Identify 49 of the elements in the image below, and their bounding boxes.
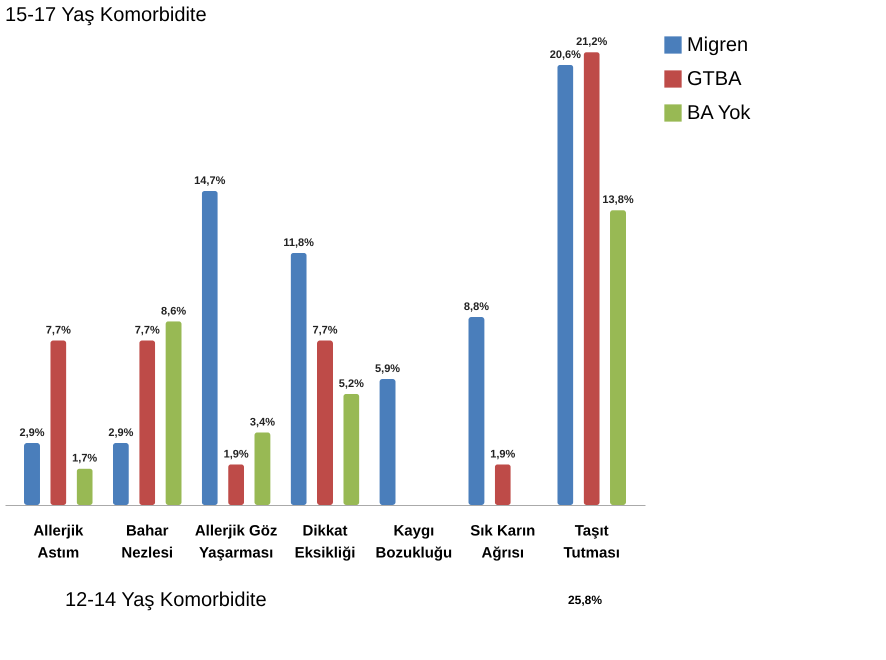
x-tick-label: Bahar Nezlesi: [121, 522, 174, 562]
bar: [290, 252, 307, 505]
data-label: 7,7%: [134, 324, 160, 336]
x-tick-label: Dikkat Eksikliği: [294, 522, 356, 562]
data-label: 2,9%: [108, 427, 134, 440]
x-tick-label: Allerjik Göz Yaşarması: [194, 522, 278, 562]
legend-label: Migren: [687, 34, 748, 56]
data-label: 14,7%: [194, 174, 226, 187]
data-label: 1,7%: [72, 452, 98, 465]
bar: [254, 432, 270, 505]
bar: [494, 464, 511, 505]
data-label: 7,7%: [312, 324, 338, 336]
chart-title: 15-17 Yaş Komorbidite: [5, 4, 207, 26]
bar: [166, 321, 182, 505]
bar: [202, 190, 218, 505]
x-tick-label: Taşıt Tutması: [563, 522, 620, 562]
x-tick-label: Allerjik Astım: [33, 522, 84, 562]
legend-label: BA Yok: [687, 102, 752, 124]
data-label: 1,9%: [224, 448, 249, 460]
data-label: 5,9%: [375, 362, 400, 375]
text: 12-14 Yaş Komorbidite: [65, 589, 267, 611]
bar: [112, 443, 129, 505]
bar: [139, 340, 156, 505]
bar: [24, 443, 40, 505]
bar: [468, 317, 484, 505]
bar: [317, 340, 333, 505]
bar: [50, 340, 66, 505]
bar: [584, 52, 600, 505]
legend-label: GTBA: [687, 68, 742, 90]
bar: [610, 210, 626, 505]
bar: [228, 464, 244, 505]
text: 25,8%: [568, 593, 602, 607]
x-tick-label: Sık Karın Ağrısı: [470, 522, 536, 562]
data-label: 1,9%: [490, 448, 516, 460]
data-label: 13,8%: [602, 194, 634, 206]
data-label: 21,2%: [576, 36, 608, 48]
bar: [557, 64, 574, 505]
data-label: 2,9%: [19, 427, 45, 440]
data-label: 11,8%: [283, 236, 314, 249]
bar: [343, 394, 360, 505]
x-tick-label: Kaygı Bozukluğu: [376, 522, 452, 562]
data-label: 8,6%: [161, 305, 186, 318]
bar: [380, 378, 396, 505]
bar: [76, 468, 93, 505]
data-label: 3,4%: [250, 416, 276, 428]
data-label: 8,8%: [464, 301, 490, 313]
data-label: 5,2%: [338, 378, 364, 390]
data-label: 20,6%: [550, 48, 582, 61]
data-label: 7,7%: [46, 324, 72, 336]
